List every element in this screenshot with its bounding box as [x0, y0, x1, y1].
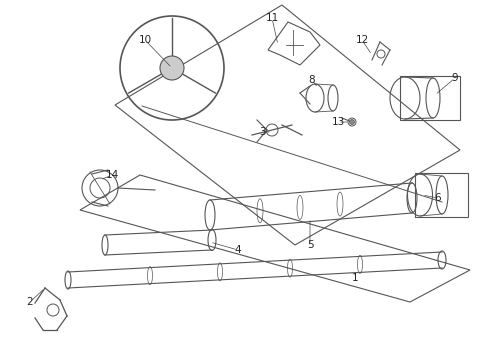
Text: 8: 8 — [309, 75, 315, 85]
Text: 12: 12 — [355, 35, 368, 45]
Text: 3: 3 — [259, 127, 265, 137]
Text: 1: 1 — [352, 273, 358, 283]
Text: 10: 10 — [139, 35, 151, 45]
Text: 6: 6 — [435, 193, 441, 203]
Circle shape — [349, 120, 354, 125]
Text: 14: 14 — [105, 170, 119, 180]
Text: 5: 5 — [307, 240, 313, 250]
Text: 2: 2 — [26, 297, 33, 307]
Text: 4: 4 — [235, 245, 241, 255]
Circle shape — [160, 56, 184, 80]
Text: 13: 13 — [331, 117, 344, 127]
Text: 9: 9 — [452, 73, 458, 83]
Text: 11: 11 — [266, 13, 279, 23]
